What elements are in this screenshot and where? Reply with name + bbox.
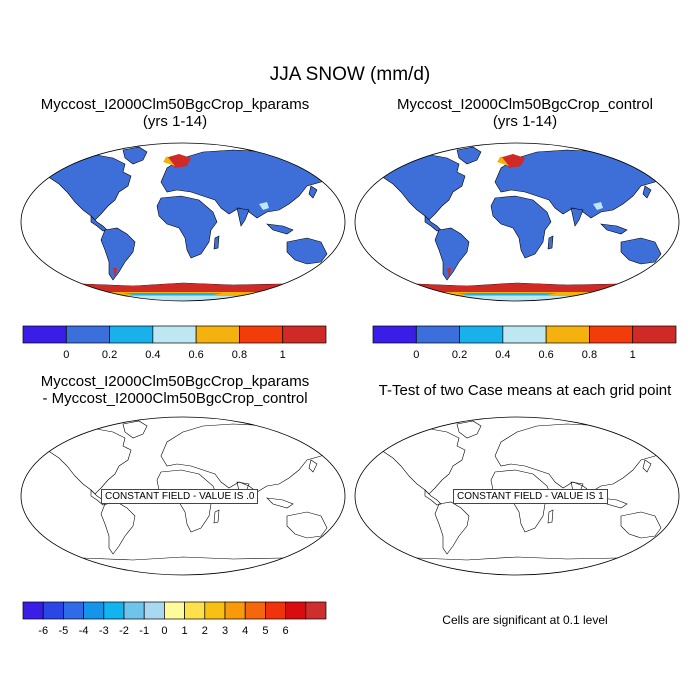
colorbar-top-right-swatch xyxy=(632,325,677,344)
panel-title-top-right: Myccost_I2000Clm50BgcCrop_control (yrs 1… xyxy=(355,96,695,130)
colorbar-bottom-left-swatch xyxy=(285,601,307,620)
colorbar-top-right-tick-label: 1 xyxy=(630,349,636,361)
colorbar-top-left-tick-label: 0.8 xyxy=(232,349,247,361)
colorbar-bottom-left: -6 -5 -4 -3 -2 -1 0 1 2 3 4 5 6 xyxy=(22,601,327,637)
colorbar-bottom-left-swatch xyxy=(204,601,226,620)
colorbar-top-right-tick-label: 0 xyxy=(413,349,419,361)
colorbar-bottom-left-swatch xyxy=(103,601,125,620)
panel-title-bottom-left: Myccost_I2000Clm50BgcCrop_kparams - Mycc… xyxy=(5,373,345,407)
colorbar-bottom-left-swatch xyxy=(164,601,185,620)
colorbar-bottom-left-swatch xyxy=(184,601,206,620)
colorbar-top-right-swatch xyxy=(589,325,634,344)
map-bottom-right xyxy=(354,416,680,576)
colorbar-bottom-left-tick-label: 4 xyxy=(242,625,248,637)
colorbar-top-left-swatch xyxy=(109,325,154,344)
colorbar-bottom-left-tick-label: 2 xyxy=(202,625,208,637)
colorbar-bottom-left-tick-label: 5 xyxy=(262,625,268,637)
map-top-right xyxy=(354,142,680,302)
constant-field-label-left: CONSTANT FIELD - VALUE IS .0 xyxy=(101,489,259,504)
colorbar-bottom-left-tick-label: -2 xyxy=(119,625,129,637)
colorbar-bottom-left-tick-label: 6 xyxy=(283,625,289,637)
colorbar-bottom-left-tick-label: 3 xyxy=(222,625,228,637)
colorbar-bottom-left-swatch xyxy=(305,601,327,620)
colorbar-bottom-left-tick-label: 1 xyxy=(182,625,188,637)
constant-field-label-right: CONSTANT FIELD - VALUE IS 1 xyxy=(453,489,608,504)
colorbar-top-left-swatch xyxy=(152,325,197,344)
colorbar-top-left: 0 0.2 0.4 0.6 0.8 1 xyxy=(22,325,327,361)
panel-title-top-left-line2: (yrs 1-14) xyxy=(142,113,208,130)
colorbar-top-left-swatch xyxy=(65,325,110,344)
map-top-left xyxy=(20,142,346,302)
colorbar-bottom-left-tick-label: -5 xyxy=(59,625,69,637)
panel-title-top-left: Myccost_I2000Clm50BgcCrop_kparams (yrs 1… xyxy=(5,96,345,130)
colorbar-top-right: 0 0.2 0.4 0.6 0.8 1 xyxy=(372,325,677,361)
colorbar-top-right-tick-label: 0.6 xyxy=(538,349,553,361)
colorbar-top-left-tick-label: 0.2 xyxy=(102,349,117,361)
panel-title-bottom-left-line1: Myccost_I2000Clm50BgcCrop_kparams xyxy=(40,373,310,390)
panel-title-top-left-line1: Myccost_I2000Clm50BgcCrop_kparams xyxy=(40,96,310,113)
figure-title: JJA SNOW (mm/d) xyxy=(269,64,431,85)
panel-title-bottom-right: T-Test of two Case means at each grid po… xyxy=(355,382,695,399)
colorbar-bottom-left-tick-label: -4 xyxy=(79,625,89,637)
panel-title-top-right-line2: (yrs 1-14) xyxy=(492,113,558,130)
colorbar-bottom-left-swatch xyxy=(123,601,145,620)
colorbar-top-left-swatch xyxy=(282,325,327,344)
colorbar-bottom-left-swatch xyxy=(244,601,266,620)
colorbar-top-right-swatch xyxy=(502,325,547,344)
colorbar-top-right-tick-label: 0.4 xyxy=(495,349,510,361)
colorbar-bottom-left-swatch xyxy=(265,601,286,620)
colorbar-top-left-tick-label: 1 xyxy=(280,349,286,361)
colorbar-bottom-left-tick-label: -3 xyxy=(99,625,109,637)
colorbar-bottom-left-swatch xyxy=(143,601,165,620)
colorbar-top-left-tick-label: 0 xyxy=(63,349,69,361)
colorbar-top-left-swatch xyxy=(239,325,284,344)
colorbar-bottom-left-swatch xyxy=(83,601,105,620)
colorbar-top-right-tick-label: 0.2 xyxy=(452,349,467,361)
colorbar-top-right-swatch xyxy=(415,325,460,344)
colorbar-top-right-swatch xyxy=(372,325,417,344)
colorbar-bottom-left-tick-label: -1 xyxy=(139,625,149,637)
colorbar-bottom-left-swatch xyxy=(63,601,84,620)
colorbar-bottom-left-swatch xyxy=(224,601,246,620)
colorbar-bottom-left-swatch xyxy=(42,601,64,620)
colorbar-top-left-tick-label: 0.6 xyxy=(188,349,203,361)
colorbar-top-right-tick-label: 0.8 xyxy=(582,349,597,361)
colorbar-bottom-left-swatch xyxy=(22,601,44,620)
colorbar-top-left-tick-label: 0.4 xyxy=(145,349,160,361)
panel-title-top-right-line1: Myccost_I2000Clm50BgcCrop_control xyxy=(397,96,653,113)
panel-title-bottom-left-line2: - Myccost_I2000Clm50BgcCrop_control xyxy=(42,390,308,407)
significance-note: Cells are significant at 0.1 level xyxy=(442,613,608,627)
map-bottom-left xyxy=(20,416,346,576)
colorbar-top-left-swatch xyxy=(195,325,240,344)
colorbar-top-right-swatch xyxy=(545,325,590,344)
colorbar-top-right-swatch xyxy=(459,325,504,344)
panel-title-bottom-right-line1: T-Test of two Case means at each grid po… xyxy=(378,382,672,399)
colorbar-bottom-left-tick-label: 0 xyxy=(161,625,167,637)
colorbar-bottom-left-tick-label: -6 xyxy=(38,625,48,637)
colorbar-top-left-swatch xyxy=(22,325,67,344)
